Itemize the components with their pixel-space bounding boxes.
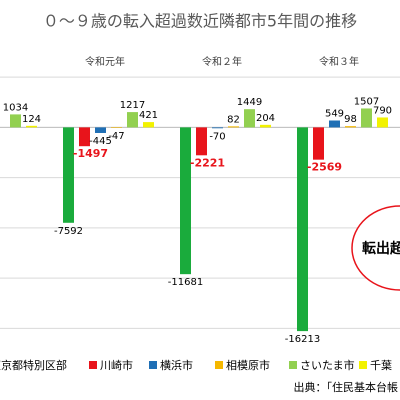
- data-label: 1034: [3, 102, 28, 113]
- bar: [196, 127, 207, 156]
- annotation: 転出超: [362, 240, 400, 257]
- data-label: 124: [22, 114, 41, 125]
- data-label: -47: [108, 131, 124, 142]
- bar: [63, 127, 74, 223]
- bar: [111, 127, 122, 128]
- legend-label: 千葉: [370, 358, 392, 372]
- bar: [180, 127, 191, 275]
- legend-swatch: [289, 361, 297, 369]
- legend-label: 東京都特別区部: [0, 358, 67, 372]
- legend-label: 横浜市: [160, 358, 193, 372]
- data-label: 1449: [237, 97, 262, 108]
- data-label: -2221: [190, 156, 225, 169]
- x-tick-label: 令和元年: [85, 55, 125, 68]
- legend-swatch: [149, 361, 157, 369]
- bar: [143, 122, 154, 128]
- data-label: 421: [139, 110, 158, 121]
- bar: [79, 127, 90, 147]
- data-label: 790: [373, 105, 392, 116]
- legend-label: さいたま市: [300, 358, 355, 372]
- data-label: -2569: [307, 161, 342, 174]
- data-label: -7592: [54, 226, 83, 237]
- legend-swatch: [89, 361, 97, 369]
- bar: [10, 114, 21, 128]
- bar: [212, 127, 223, 129]
- x-tick-label: 令和２年: [202, 55, 242, 68]
- data-label: -16213: [285, 334, 320, 345]
- data-label: 98: [344, 114, 357, 125]
- bar: [228, 126, 239, 128]
- source: 出典：「住民基本台帳: [294, 380, 399, 394]
- data-label: -11681: [168, 277, 203, 288]
- bar: [127, 112, 138, 128]
- bar: [313, 127, 324, 160]
- legend-label: 川崎市: [100, 358, 133, 372]
- bar: [361, 108, 372, 128]
- bar: [345, 126, 356, 128]
- data-label: 82: [227, 114, 240, 125]
- bar: [377, 117, 388, 128]
- x-tick-label: 令和３年: [319, 55, 359, 68]
- legend-label: 相模原市: [226, 358, 270, 372]
- data-label: 549: [325, 108, 344, 119]
- chart-title: ０～９歳の転入超過数近隣都市5年間の推移: [43, 12, 357, 31]
- data-label: -70: [209, 131, 225, 142]
- data-label: 1507: [354, 96, 379, 107]
- annotation-circle: [351, 205, 400, 291]
- data-label: -445: [89, 136, 112, 147]
- bar: [244, 109, 255, 128]
- bar: [297, 127, 308, 332]
- bar: [260, 124, 271, 128]
- legend-swatch: [359, 361, 367, 369]
- data-label: 1217: [120, 100, 145, 111]
- bar: [329, 120, 340, 128]
- data-label: -1497: [73, 147, 108, 160]
- bar: [26, 125, 37, 128]
- bar: [95, 127, 106, 133]
- data-label: 204: [256, 113, 275, 124]
- legend-swatch: [215, 361, 223, 369]
